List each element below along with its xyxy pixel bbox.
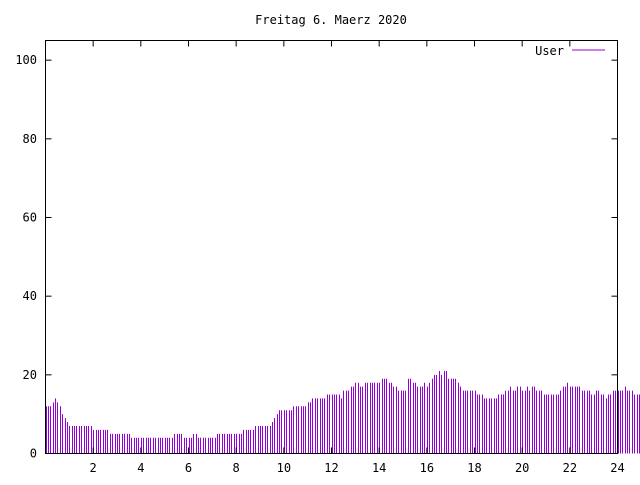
legend-label-user: User: [535, 44, 564, 58]
x-tick-label: 4: [137, 461, 144, 475]
x-tick-label: 18: [467, 461, 481, 475]
x-tick-label: 22: [563, 461, 577, 475]
x-tick-label: 8: [233, 461, 240, 475]
y-tick-label: 80: [23, 132, 37, 146]
x-tick-label: 16: [420, 461, 434, 475]
chart-title: Freitag 6. Maerz 2020: [255, 13, 407, 27]
x-tick-label: 2: [90, 461, 97, 475]
legend: User: [535, 44, 605, 58]
x-tick-label: 20: [515, 461, 529, 475]
y-tick-label: 0: [30, 447, 37, 461]
plot-frame: [45, 40, 618, 454]
x-tick-label: 24: [610, 461, 624, 475]
x-tick-label: 6: [185, 461, 192, 475]
y-tick-label: 60: [23, 211, 37, 225]
y-tick-label: 100: [15, 53, 37, 67]
x-tick-label: 12: [324, 461, 338, 475]
x-tick-label: 10: [277, 461, 291, 475]
y-tick-label: 40: [23, 289, 37, 303]
x-tick-label: 14: [372, 461, 386, 475]
y-tick-label: 20: [23, 368, 37, 382]
series-bars: [46, 370, 640, 454]
